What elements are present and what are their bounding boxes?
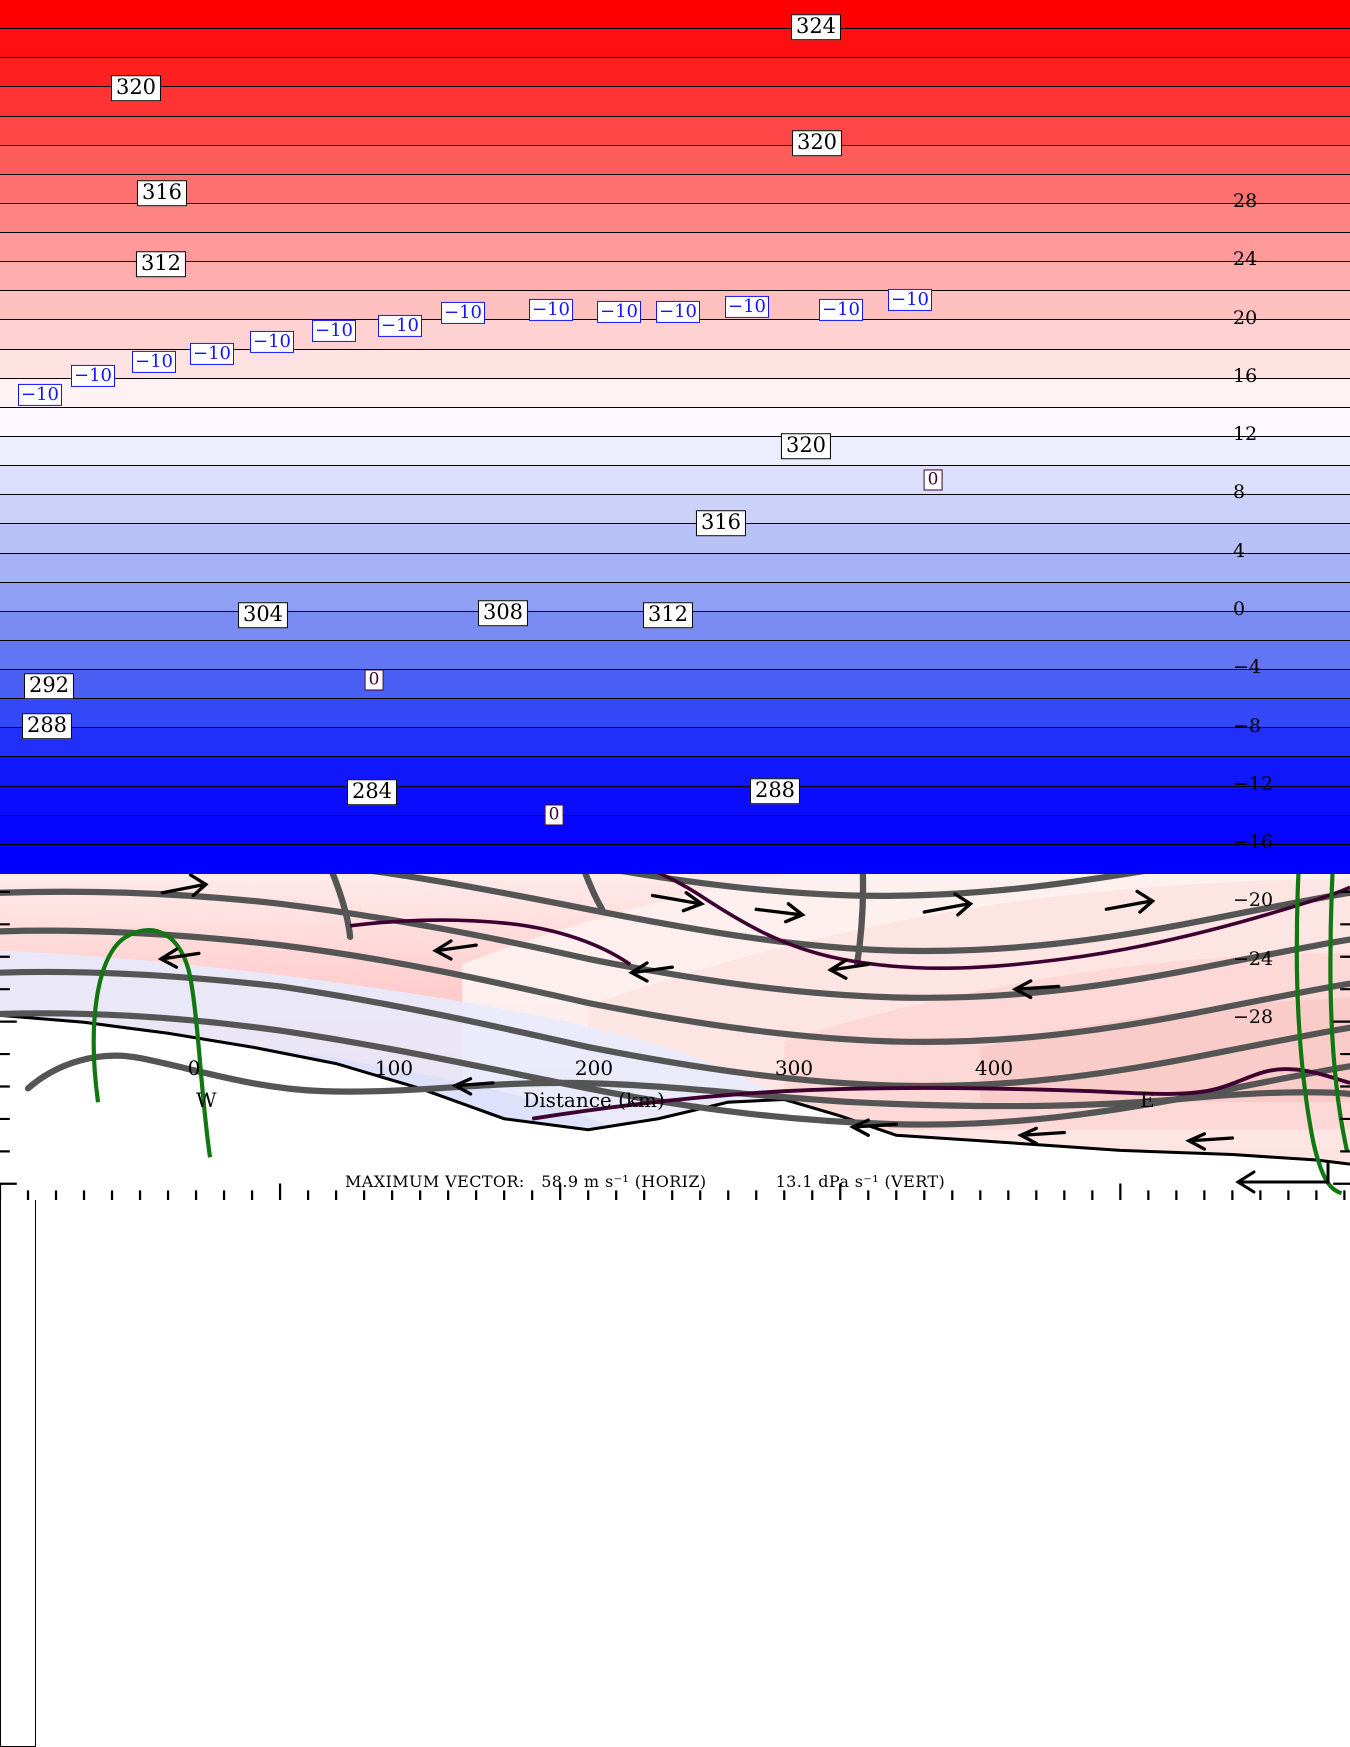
colorbar-label-20: 20 <box>1233 306 1258 329</box>
colorbar-label-12: 12 <box>1233 423 1258 446</box>
colorbar-cell <box>0 728 1350 758</box>
colorbar-cell <box>0 553 1350 583</box>
colorbar-cell <box>0 407 1350 437</box>
colorbar-label--24: −24 <box>1233 947 1274 970</box>
x-tick-200: 200 <box>574 1056 614 1080</box>
theta-e-label-292: 292 <box>23 673 75 699</box>
colorbar-cell <box>0 262 1350 292</box>
colorbar-cell <box>0 29 1350 59</box>
isotherm-label--10: −10 <box>71 364 115 388</box>
colorbar-cell <box>0 233 1350 263</box>
theta-e-label-308: 308 <box>477 600 529 626</box>
colorbar-cell <box>0 174 1350 204</box>
isotherm-label--10: −10 <box>597 300 641 324</box>
colorbar-cell <box>0 145 1350 175</box>
theta-e-label-320: 320 <box>110 75 162 101</box>
colorbar-cell <box>0 495 1350 525</box>
colorbar-label-8: 8 <box>1233 481 1246 504</box>
colorbar-label--8: −8 <box>1233 714 1262 737</box>
colorbar-cell <box>0 87 1350 117</box>
max-vector-vert: 13.1 dPa s⁻¹ (VERT) <box>775 1172 946 1191</box>
isotherm-label--10: −10 <box>132 350 176 374</box>
colorbar-cell <box>0 524 1350 554</box>
colorbar-label-4: 4 <box>1233 539 1246 562</box>
theta-e-label-304: 304 <box>237 602 289 628</box>
max-vector-label: MAXIMUM VECTOR: <box>345 1172 525 1191</box>
x-tick-400: 400 <box>974 1056 1014 1080</box>
theta-e-label-316: 316 <box>136 180 188 206</box>
colorbar-cell <box>0 757 1350 787</box>
colorbar-label--20: −20 <box>1233 889 1274 912</box>
isotherm-label-0: 0 <box>923 469 943 491</box>
colorbar-label--16: −16 <box>1233 831 1274 854</box>
colorbar-cell <box>0 437 1350 467</box>
east-marker: E <box>1140 1088 1155 1112</box>
x-tick-300: 300 <box>774 1056 814 1080</box>
colorbar-cell <box>0 844 1350 874</box>
colorbar-label-16: 16 <box>1233 364 1258 387</box>
isotherm-label--10: −10 <box>888 288 932 312</box>
colorbar-cell <box>0 58 1350 88</box>
x-tick-0: 0 <box>187 1056 201 1080</box>
colorbar-cell <box>0 670 1350 700</box>
isotherm-label--10: −10 <box>725 295 769 319</box>
max-vector-footer: MAXIMUM VECTOR: 58.9 m s⁻¹ (HORIZ) 13.1 … <box>345 1172 945 1191</box>
isotherm-label-0: 0 <box>544 804 564 826</box>
isotherm-label--10: −10 <box>18 383 62 407</box>
reference-vector-arrow <box>1235 1162 1330 1194</box>
isotherm-label--10: −10 <box>190 342 234 366</box>
colorbar-label--28: −28 <box>1233 1005 1274 1028</box>
theta-e-label-324: 324 <box>790 14 842 40</box>
x-axis-label: Distance (km) <box>523 1088 665 1112</box>
theta-e-label-320: 320 <box>780 433 832 459</box>
colorbar-label-0: 0 <box>1233 598 1246 620</box>
theta-e-label-288: 288 <box>21 713 73 739</box>
colorbar-cell <box>0 0 1350 30</box>
isotherm-label--10: −10 <box>378 314 422 338</box>
theta-e-label-284: 284 <box>346 779 398 805</box>
isotherm-label--10: −10 <box>529 298 573 322</box>
isotherm-label--10: −10 <box>441 301 485 325</box>
theta-e-label-320: 320 <box>791 130 843 156</box>
colorbar-cell <box>0 116 1350 146</box>
colorbar-cell <box>0 699 1350 729</box>
isotherm-label--10: −10 <box>312 319 356 343</box>
colorbar-label-24: 24 <box>1233 248 1258 271</box>
colorbar-cell <box>0 378 1350 408</box>
isotherm-label--10: −10 <box>819 298 863 322</box>
isotherm-label--10: −10 <box>656 300 700 324</box>
colorbar-label--12: −12 <box>1233 772 1274 795</box>
colorbar-label--4: −4 <box>1233 656 1262 679</box>
colorbar-cell <box>0 640 1350 671</box>
theta-e-label-316: 316 <box>695 510 747 536</box>
colorbar-cell <box>0 815 1350 845</box>
x-tick-100: 100 <box>374 1056 414 1080</box>
colorbar-cell <box>0 786 1350 816</box>
x-axis-ticks: 0 100 200 300 400 <box>188 1056 1158 1086</box>
colorbar-cell <box>0 320 1350 350</box>
colorbar-cell <box>0 466 1350 496</box>
theta-e-label-312: 312 <box>135 251 187 277</box>
colorbar-cell <box>0 203 1350 234</box>
max-vector-horiz: 58.9 m s⁻¹ (HORIZ) <box>541 1172 707 1191</box>
colorbar-label-28: 28 <box>1233 190 1258 213</box>
isotherm-label-0: 0 <box>364 669 384 691</box>
west-marker: W <box>196 1088 217 1112</box>
isotherm-label--10: −10 <box>250 330 294 354</box>
theta-e-label-288: 288 <box>749 778 801 804</box>
theta-e-label-312: 312 <box>642 602 694 628</box>
